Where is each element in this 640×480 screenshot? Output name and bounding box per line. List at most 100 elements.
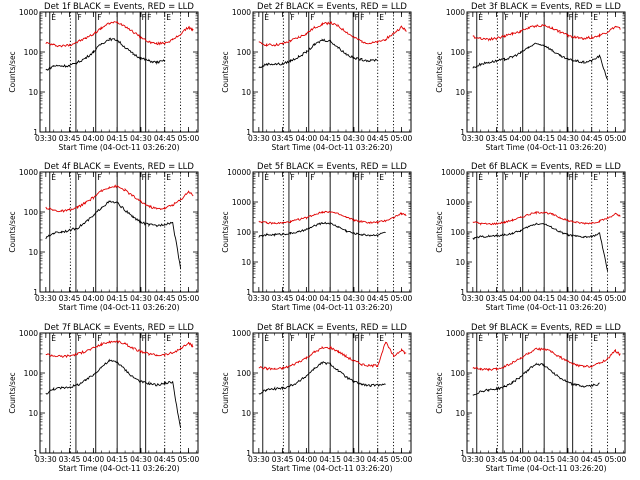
- time-marker-label: F: [290, 173, 294, 182]
- panel-title: Det 5f BLACK = Events, RED = LLD: [257, 162, 407, 172]
- time-marker-label: F: [142, 173, 146, 182]
- y-axis-label: Counts/sec: [221, 372, 230, 413]
- plot-frame: [39, 11, 199, 133]
- time-marker-label: F: [142, 334, 146, 343]
- x-axis-label: Start Time (04-Oct-11 03:26:20): [485, 464, 606, 473]
- x-tick-label: 03:30: [35, 294, 57, 303]
- x-tick-label: 05:00: [178, 294, 200, 303]
- y-tick-label: 1000: [446, 198, 465, 207]
- x-tick-label: 03:30: [462, 294, 484, 303]
- y-tick-label: 100: [24, 208, 39, 217]
- y-tick-label: 1000: [232, 198, 251, 207]
- panel-title: Det 2f BLACK = Events, RED = LLD: [257, 2, 407, 12]
- x-tick-label: 04:15: [319, 134, 341, 143]
- series-line-events: [472, 362, 600, 396]
- time-marker-label: F: [142, 13, 146, 22]
- x-tick-label: 03:45: [59, 294, 81, 303]
- time-marker-label: F: [574, 13, 578, 22]
- time-marker-label: E: [51, 334, 56, 343]
- y-tick-label: 1000: [232, 329, 251, 338]
- time-marker-label: E: [166, 13, 171, 22]
- y-tick-label: 100: [451, 48, 466, 57]
- y-axis-label: Counts/sec: [8, 372, 17, 413]
- x-tick-label: 03:30: [248, 294, 270, 303]
- time-marker-label: F: [77, 334, 81, 343]
- x-tick-label: 04:30: [130, 134, 152, 143]
- x-tick-label: 03:45: [486, 294, 508, 303]
- x-tick-label: 04:15: [106, 455, 128, 464]
- time-marker-label: E: [166, 173, 171, 182]
- time-marker-label: E: [264, 13, 269, 22]
- time-marker-label: F: [524, 173, 528, 182]
- time-marker-label: F: [97, 13, 101, 22]
- series-line-events: [258, 221, 386, 238]
- time-marker-label: F: [355, 173, 359, 182]
- x-tick-label: 04:30: [557, 134, 579, 143]
- y-tick-label: 1000: [446, 329, 465, 338]
- time-marker-label: E: [264, 173, 269, 182]
- time-marker-label: F: [310, 173, 314, 182]
- panel-title: Det 7f BLACK = Events, RED = LLD: [44, 323, 194, 333]
- time-marker-label: E: [51, 173, 56, 182]
- x-tick-label: 03:30: [248, 455, 270, 464]
- x-tick-label: 04:30: [130, 294, 152, 303]
- x-tick-label: 05:00: [391, 294, 413, 303]
- time-marker-label: F: [147, 13, 151, 22]
- x-tick-label: 04:00: [510, 294, 532, 303]
- x-tick-label: 05:00: [605, 455, 627, 464]
- x-tick-label: 05:00: [178, 455, 200, 464]
- x-tick-label: 04:00: [83, 294, 105, 303]
- x-tick-label: 04:30: [130, 455, 152, 464]
- time-marker-label: F: [504, 173, 508, 182]
- x-tick-label: 03:45: [272, 134, 294, 143]
- y-axis-label: Counts/sec: [435, 211, 444, 252]
- time-marker-label: E: [593, 13, 598, 22]
- x-tick-label: 04:15: [106, 134, 128, 143]
- panel-title: Det 4f BLACK = Events, RED = LLD: [44, 162, 194, 172]
- series-line-events: [45, 200, 182, 269]
- y-tick-label: 1: [460, 449, 465, 458]
- x-tick-label: 04:15: [533, 455, 555, 464]
- x-tick-label: 04:00: [83, 455, 105, 464]
- series-line-events: [258, 361, 386, 395]
- x-tick-label: 04:45: [581, 134, 603, 143]
- x-tick-label: 03:30: [35, 455, 57, 464]
- time-marker-label: F: [97, 334, 101, 343]
- time-marker-label: E: [264, 334, 269, 343]
- x-axis-label: Start Time (04-Oct-11 03:26:20): [271, 464, 392, 473]
- y-tick-label: 100: [451, 228, 466, 237]
- series-line-lld: [45, 184, 194, 213]
- time-marker-label: F: [97, 173, 101, 182]
- x-axis-label: Start Time (04-Oct-11 03:26:20): [58, 464, 179, 473]
- y-axis-label: Counts/sec: [435, 51, 444, 92]
- x-tick-label: 04:00: [510, 455, 532, 464]
- x-tick-label: 04:30: [343, 294, 365, 303]
- time-marker-label: E: [478, 173, 483, 182]
- time-marker-label: E: [379, 334, 384, 343]
- x-axis-label: Start Time (04-Oct-11 03:26:20): [58, 303, 179, 312]
- time-marker-label: E: [379, 13, 384, 22]
- time-marker-label: F: [524, 334, 528, 343]
- x-tick-label: 04:45: [367, 294, 389, 303]
- series-line-lld: [258, 341, 407, 371]
- x-tick-label: 04:15: [319, 294, 341, 303]
- time-marker-label: F: [574, 173, 578, 182]
- time-marker-label: F: [77, 173, 81, 182]
- y-tick-label: 1000: [446, 8, 465, 17]
- x-tick-label: 04:30: [343, 455, 365, 464]
- x-tick-label: 04:45: [154, 294, 176, 303]
- y-tick-label: 1000: [232, 8, 251, 17]
- panel-title: Det 3f BLACK = Events, RED = LLD: [471, 2, 621, 12]
- x-tick-label: 03:45: [486, 455, 508, 464]
- x-axis-label: Start Time (04-Oct-11 03:26:20): [271, 143, 392, 152]
- y-tick-label: 1000: [19, 8, 38, 17]
- y-tick-label: 100: [451, 369, 466, 378]
- y-tick-label: 1000: [19, 329, 38, 338]
- x-tick-label: 04:00: [296, 455, 318, 464]
- y-axis-label: Counts/sec: [435, 372, 444, 413]
- time-marker-label: E: [593, 334, 598, 343]
